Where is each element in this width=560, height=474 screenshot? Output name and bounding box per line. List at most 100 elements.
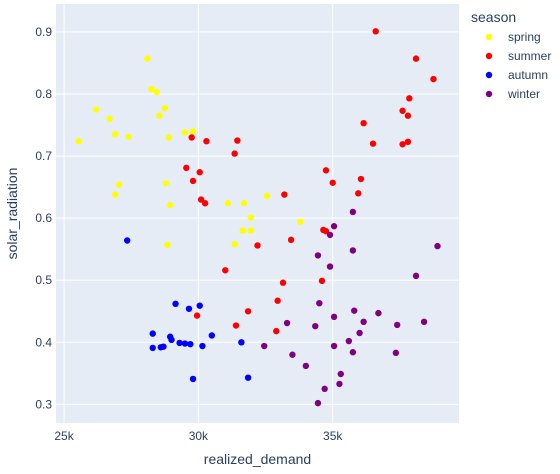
data-point-autumn[interactable]: [149, 330, 156, 337]
data-point-summer[interactable]: [430, 75, 437, 83]
data-point-winter[interactable]: [394, 321, 401, 329]
data-point-winter[interactable]: [302, 362, 310, 370]
data-point-winter[interactable]: [356, 329, 363, 337]
data-point-winter[interactable]: [375, 309, 382, 317]
data-point-spring[interactable]: [144, 55, 151, 62]
data-point-spring[interactable]: [93, 106, 100, 113]
data-point-winter[interactable]: [326, 231, 334, 239]
data-point-winter[interactable]: [330, 223, 338, 230]
data-point-summer[interactable]: [231, 150, 238, 157]
data-point-spring[interactable]: [162, 180, 170, 187]
data-point-summer[interactable]: [287, 236, 295, 244]
data-point-summer[interactable]: [322, 227, 330, 235]
legend-item-autumn[interactable]: autumn: [485, 68, 548, 82]
data-point-summer[interactable]: [360, 119, 367, 127]
data-point-autumn[interactable]: [172, 300, 179, 308]
data-point-spring[interactable]: [156, 112, 163, 119]
data-point-winter[interactable]: [330, 342, 338, 350]
data-point-winter[interactable]: [337, 370, 344, 378]
data-point-spring[interactable]: [166, 201, 174, 209]
data-point-winter[interactable]: [420, 318, 428, 326]
data-point-summer[interactable]: [399, 107, 406, 114]
data-point-autumn[interactable]: [168, 336, 175, 344]
data-point-winter[interactable]: [283, 319, 291, 327]
data-point-summer[interactable]: [274, 297, 281, 304]
data-point-winter[interactable]: [330, 313, 338, 321]
data-point-summer[interactable]: [273, 327, 280, 335]
data-point-summer[interactable]: [281, 191, 288, 198]
data-point-summer[interactable]: [318, 277, 326, 285]
data-point-spring[interactable]: [165, 134, 173, 141]
data-point-summer[interactable]: [196, 169, 203, 176]
data-point-spring[interactable]: [181, 129, 189, 136]
data-point-summer[interactable]: [372, 28, 379, 35]
data-point-winter[interactable]: [392, 349, 400, 357]
data-point-spring[interactable]: [161, 105, 169, 112]
data-point-summer[interactable]: [369, 140, 377, 147]
data-point-autumn[interactable]: [199, 342, 206, 350]
data-point-winter[interactable]: [314, 399, 322, 407]
data-point-summer[interactable]: [355, 190, 362, 197]
data-point-summer[interactable]: [357, 175, 365, 183]
data-point-summer[interactable]: [232, 322, 240, 329]
data-point-autumn[interactable]: [123, 237, 131, 244]
data-point-summer[interactable]: [329, 179, 336, 186]
legend-item-spring[interactable]: spring: [485, 30, 541, 44]
data-point-winter[interactable]: [261, 342, 268, 350]
data-point-summer[interactable]: [412, 55, 420, 62]
data-point-summer[interactable]: [254, 242, 261, 249]
data-point-autumn[interactable]: [185, 305, 193, 312]
data-point-summer[interactable]: [188, 134, 195, 141]
data-point-autumn[interactable]: [160, 343, 167, 350]
data-point-summer[interactable]: [234, 137, 241, 144]
data-point-summer[interactable]: [404, 112, 412, 119]
data-point-summer[interactable]: [322, 167, 330, 174]
data-point-autumn[interactable]: [189, 375, 197, 383]
data-point-winter[interactable]: [312, 322, 319, 330]
data-point-autumn[interactable]: [196, 302, 203, 309]
data-point-winter[interactable]: [349, 208, 357, 216]
legend-item-winter[interactable]: winter: [485, 87, 540, 101]
legend[interactable]: season spring summer autumn winter: [471, 9, 551, 101]
data-point-winter[interactable]: [316, 299, 323, 307]
data-point-winter[interactable]: [289, 351, 296, 358]
data-point-autumn[interactable]: [187, 340, 194, 348]
data-point-autumn[interactable]: [244, 374, 252, 381]
data-point-spring[interactable]: [240, 200, 248, 207]
data-point-winter[interactable]: [336, 380, 343, 388]
data-point-winter[interactable]: [434, 242, 441, 250]
data-point-spring[interactable]: [111, 191, 119, 198]
data-point-spring[interactable]: [106, 115, 113, 123]
data-point-spring[interactable]: [231, 241, 238, 248]
data-point-summer[interactable]: [279, 279, 287, 286]
data-point-winter[interactable]: [349, 349, 357, 356]
data-point-spring[interactable]: [125, 133, 132, 141]
data-point-summer[interactable]: [399, 141, 406, 148]
data-point-autumn[interactable]: [181, 340, 189, 347]
data-point-winter[interactable]: [412, 272, 420, 280]
data-point-spring[interactable]: [148, 85, 155, 93]
data-point-spring[interactable]: [297, 218, 304, 226]
data-point-spring[interactable]: [75, 137, 83, 145]
data-point-winter[interactable]: [314, 252, 322, 259]
data-point-summer[interactable]: [203, 137, 210, 145]
data-point-winter[interactable]: [349, 247, 357, 254]
data-point-spring[interactable]: [247, 214, 254, 221]
data-point-autumn[interactable]: [149, 344, 156, 352]
data-point-summer[interactable]: [406, 95, 413, 102]
data-point-winter[interactable]: [326, 263, 334, 270]
legend-items[interactable]: spring summer autumn winter: [485, 30, 552, 101]
data-point-summer[interactable]: [189, 177, 197, 185]
legend-item-summer[interactable]: summer: [485, 49, 552, 63]
data-point-summer[interactable]: [193, 312, 201, 319]
data-point-spring[interactable]: [239, 227, 246, 234]
data-point-winter[interactable]: [345, 337, 353, 345]
data-point-winter[interactable]: [321, 385, 328, 393]
data-point-summer[interactable]: [201, 200, 209, 207]
data-point-summer[interactable]: [404, 138, 412, 146]
data-point-summer[interactable]: [183, 164, 190, 172]
data-point-summer[interactable]: [222, 267, 229, 274]
data-point-spring[interactable]: [115, 181, 123, 188]
data-point-winter[interactable]: [360, 318, 367, 326]
data-point-spring[interactable]: [111, 131, 119, 138]
